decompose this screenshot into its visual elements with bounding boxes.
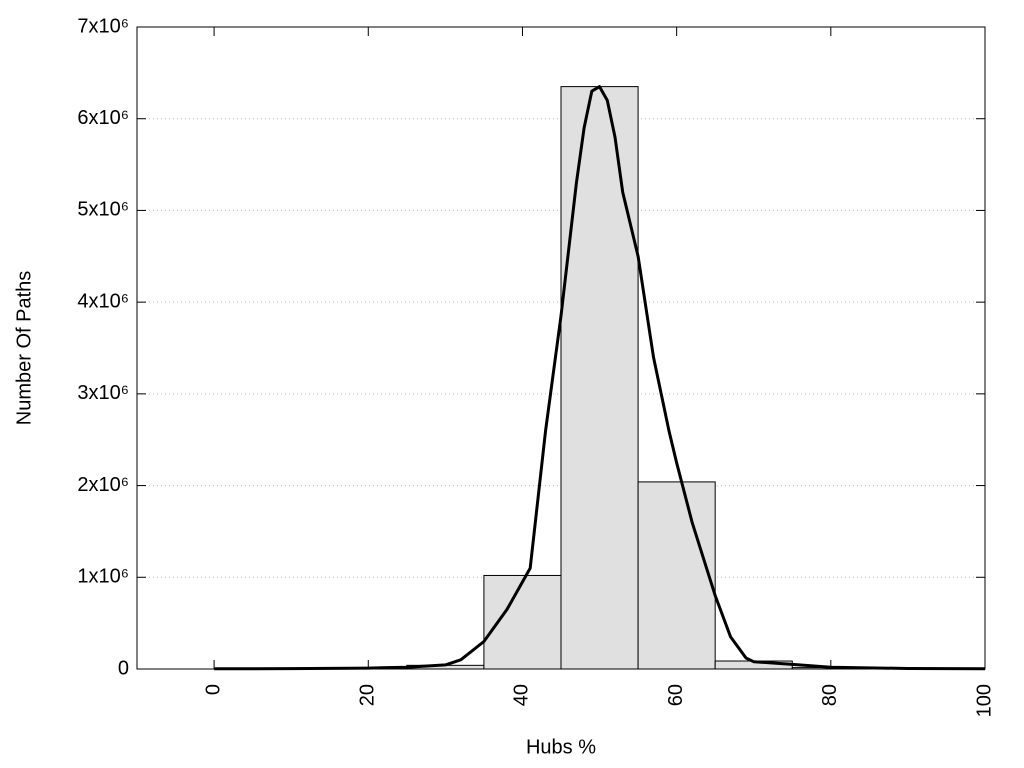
x-tick-label: 0	[202, 684, 224, 695]
x-tick-label: 20	[357, 684, 379, 706]
x-tick-label: 60	[665, 684, 687, 706]
x-tick-label: 40	[511, 684, 533, 706]
y-tick-label: 7x10⁶	[77, 15, 129, 37]
x-tick-label: 80	[819, 684, 841, 706]
y-tick-label: 0	[118, 657, 129, 679]
x-axis-title: Hubs %	[526, 736, 596, 758]
x-tick-label: 100	[973, 684, 995, 717]
plot-frame	[136, 26, 986, 670]
y-axis-title: Number Of Paths	[13, 271, 35, 426]
bar	[483, 574, 562, 670]
y-tick-label: 1x10⁶	[77, 566, 129, 588]
y-tick-label: 5x10⁶	[77, 199, 129, 221]
y-tick-label: 3x10⁶	[77, 382, 129, 404]
bar	[560, 86, 639, 670]
y-tick-label: 2x10⁶	[77, 474, 129, 496]
y-tick-label: 4x10⁶	[77, 290, 129, 312]
fit-curve	[214, 85, 986, 671]
y-tick-label: 6x10⁶	[77, 107, 129, 129]
bar	[637, 481, 716, 670]
